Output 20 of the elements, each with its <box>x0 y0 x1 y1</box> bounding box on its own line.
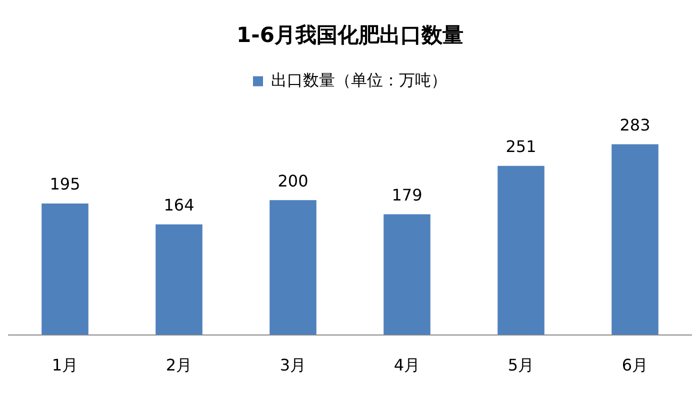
x-tick-label: 1月 <box>52 356 78 375</box>
x-tick-label: 6月 <box>622 356 648 375</box>
data-label: 195 <box>50 174 80 194</box>
x-tick-label: 4月 <box>394 356 420 375</box>
bar <box>612 144 658 335</box>
bar <box>42 204 88 335</box>
data-label: 200 <box>278 171 308 190</box>
chart-title: 1-6月我国化肥出口数量 <box>236 23 464 48</box>
bar <box>384 214 430 335</box>
x-tick-label: 2月 <box>166 356 192 375</box>
x-tick-label: 3月 <box>280 356 306 375</box>
legend-label: 出口数量（单位：万吨） <box>271 70 447 90</box>
data-label: 251 <box>506 136 536 156</box>
bar <box>498 166 544 335</box>
data-label: 179 <box>392 185 422 204</box>
data-label: 164 <box>164 196 194 215</box>
data-label: 283 <box>620 115 650 134</box>
bar <box>270 200 316 335</box>
bar <box>156 224 202 335</box>
x-tick-label: 5月 <box>508 356 534 375</box>
